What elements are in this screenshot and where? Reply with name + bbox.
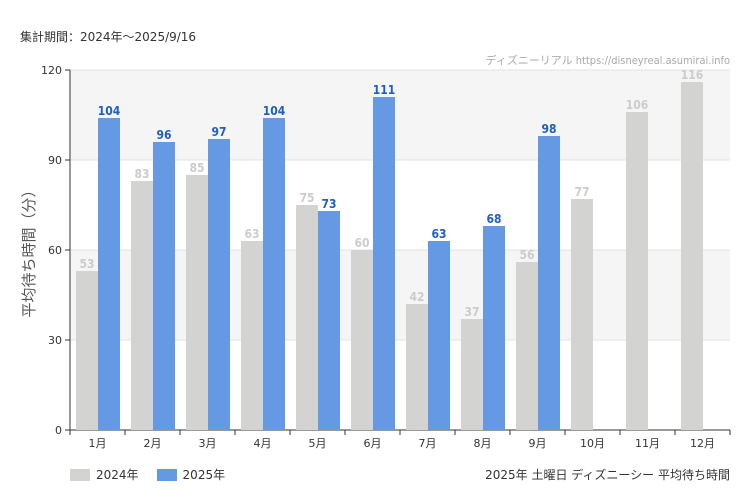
bar-value-label: 96 [156,128,171,142]
legend-swatch-2024 [70,468,90,481]
y-axis-title: 平均待ち時間（分） [20,182,38,317]
bar [131,181,153,430]
bar [296,205,318,430]
chart-caption: 2025年 土曜日 ディズニーシー 平均待ち時間 [485,468,730,482]
bar-value-label: 104 [263,104,286,118]
bar [76,271,98,430]
plot-band [70,340,730,430]
bar-value-label: 73 [321,197,336,211]
bar [626,112,648,430]
y-tick-label: 30 [48,334,62,347]
bar [373,97,395,430]
y-tick-label: 60 [48,244,62,257]
period-label: 集計期間：2024年～2025/9/16 [20,30,197,44]
bar-value-label: 106 [626,98,649,112]
bar [186,175,208,430]
bar-value-label: 56 [519,248,534,262]
bar-value-label: 97 [211,125,226,139]
bar [571,199,593,430]
bar-value-label: 83 [134,167,149,181]
bar [98,118,120,430]
x-tick-label: 2月 [144,437,162,450]
bar-value-label: 85 [189,161,204,175]
bar [208,139,230,430]
x-tick-label: 8月 [474,437,492,450]
bar-value-label: 77 [574,185,589,199]
legend: 2024年 2025年 [70,466,225,483]
bar [428,241,450,430]
y-tick-label: 0 [55,424,62,437]
bar [263,118,285,430]
legend-item-2025: 2025年 [156,466,226,483]
bar-value-label: 98 [541,122,556,136]
x-tick-label: 5月 [309,437,327,450]
bar [681,82,703,430]
x-tick-label: 4月 [254,437,272,450]
x-tick-label: 11月 [635,437,660,450]
legend-label-2024: 2024年 [96,468,139,482]
x-tick-label: 7月 [419,437,437,450]
legend-label-2025: 2025年 [182,468,226,482]
bar-value-label: 116 [681,68,704,82]
bar-value-label: 63 [431,227,446,241]
bar [483,226,505,430]
bar-value-label: 53 [79,257,94,271]
x-tick-label: 6月 [364,437,382,450]
bar [406,304,428,430]
bar [241,241,263,430]
bar-value-label: 63 [244,227,259,241]
bar [461,319,483,430]
legend-swatch-2025 [156,468,177,481]
y-tick-label: 90 [48,154,62,167]
legend-item-2024: 2024年 [70,466,139,483]
plot-band [70,250,730,340]
bar [516,262,538,430]
plot-band [70,160,730,250]
bar [318,211,340,430]
bar-value-label: 68 [486,212,501,226]
bar-value-label: 111 [373,83,396,97]
bar [351,250,373,430]
bar [538,136,560,430]
bar-value-label: 42 [409,290,424,304]
x-tick-label: 3月 [199,437,217,450]
bar-value-label: 37 [464,305,479,319]
x-tick-label: 9月 [529,437,547,450]
x-tick-label: 12月 [690,437,715,450]
plot-band [70,70,730,160]
bar [153,142,175,430]
bar-value-label: 75 [299,191,314,205]
x-tick-label: 1月 [89,437,107,450]
bar-value-label: 104 [98,104,121,118]
x-tick-label: 10月 [580,437,605,450]
bar-value-label: 60 [354,236,369,250]
y-tick-label: 120 [41,64,62,77]
source-watermark: ディズニーリアル https://disneyreal.asumirai.inf… [485,54,730,67]
